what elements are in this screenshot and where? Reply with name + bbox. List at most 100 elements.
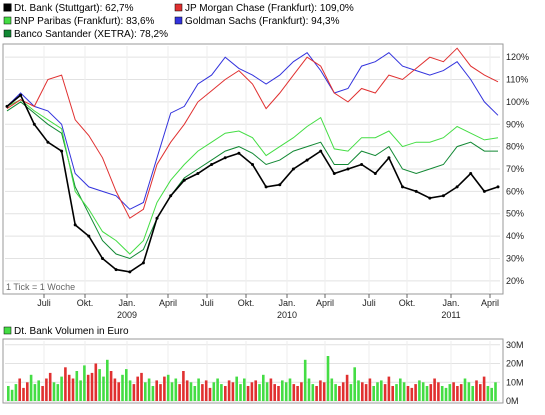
dt-bank-point [360, 163, 364, 166]
volume-bar [178, 384, 181, 401]
volume-bar [399, 378, 402, 401]
volume-bar [239, 384, 242, 401]
volume-bar [494, 382, 497, 402]
volume-bar [185, 380, 189, 401]
dt-bank-point [496, 185, 500, 189]
volume-bar [307, 378, 311, 401]
volume-bar [235, 376, 238, 401]
volume-y-tick-label: 20M [506, 359, 524, 369]
volume-bar [33, 384, 37, 401]
y-tick-label: 40% [506, 231, 524, 241]
dt-bank-point [319, 149, 323, 153]
volume-bar [410, 387, 414, 401]
volume-bar [37, 380, 40, 401]
dt-bank-point [210, 163, 214, 166]
volume-bar [368, 378, 372, 401]
volume-bar [60, 376, 63, 401]
x-tick-label: April [316, 298, 334, 308]
volume-bar [109, 371, 113, 401]
volume-bar [448, 384, 452, 401]
legend-label-goldman: Goldman Sachs (Frankfurt): 94,3% [185, 16, 340, 27]
volume-bar [7, 386, 10, 401]
x-tick-label: April [481, 298, 499, 308]
dt-bank-point [332, 172, 336, 175]
volume-bar [425, 386, 429, 401]
volume-bar [52, 382, 56, 402]
volume-bar [212, 382, 216, 402]
volume-bar [220, 384, 223, 401]
dt-bank-point [114, 268, 118, 272]
volume-y-axis: 30M 20M 10M 0M [506, 340, 524, 406]
volume-bar [372, 386, 375, 401]
x-tick-label: Juli [37, 298, 51, 308]
volume-bar [48, 372, 52, 401]
series-line-banco-santander [6, 101, 498, 260]
volume-bar [18, 378, 21, 401]
volume-bar [334, 384, 337, 401]
volume-bar [406, 386, 410, 401]
dt-bank-point [155, 216, 159, 220]
volume-bar [414, 384, 417, 401]
volume-bar [330, 378, 334, 401]
x-tick-label: Okt. [77, 298, 94, 308]
dt-bank-point [182, 178, 186, 182]
volume-bar [102, 376, 105, 401]
legend-label-jp-morgan: JP Morgan Chase (Frankfurt): 109,0% [185, 3, 354, 14]
volume-bar [341, 382, 345, 402]
volume-bar [117, 382, 120, 402]
volume-bar [429, 384, 433, 401]
tick-note: 1 Tick = 1 Woche [6, 282, 75, 292]
volume-bar [67, 374, 71, 402]
volume-bar [174, 378, 178, 401]
volume-bar [387, 376, 391, 401]
dt-bank-point [128, 270, 132, 274]
dt-bank-point [455, 185, 459, 189]
x-tick-label: Jan. [118, 298, 135, 308]
dt-bank-point [237, 151, 241, 155]
dt-bank-point [278, 183, 282, 187]
volume-bar [269, 378, 273, 401]
y-tick-label: 60% [506, 186, 524, 196]
legend-label-dt-bank: Dt. Bank (Stuttgart): 62,7% [14, 3, 134, 14]
volume-bar [144, 382, 147, 402]
y-tick-label: 80% [506, 142, 524, 152]
volume-bar [45, 378, 48, 401]
dt-bank-point [264, 185, 268, 189]
dt-bank-point [169, 194, 173, 198]
volume-bar [452, 382, 455, 402]
volume-bar [444, 387, 448, 401]
volume-bar [459, 384, 463, 401]
volume-bar [98, 369, 101, 401]
dt-bank-point [32, 122, 36, 126]
volume-bar [189, 382, 193, 402]
volume-bar [357, 380, 360, 401]
volume-bar [159, 384, 162, 401]
x-tick-label: Jan. [442, 298, 459, 308]
volume-bar [193, 386, 197, 401]
year-label: 2010 [277, 310, 297, 320]
dt-bank-point [5, 104, 9, 108]
volume-bar [56, 384, 60, 401]
volume-bar [262, 374, 265, 402]
volume-bar [86, 374, 90, 402]
volume-bar [338, 386, 341, 401]
dt-bank-point [196, 172, 200, 175]
x-tick-label: Jan. [278, 298, 295, 308]
x-tick-label: April [159, 298, 177, 308]
dt-bank-point [373, 172, 377, 175]
legend-swatch-goldman [174, 16, 183, 25]
dt-bank-point [414, 189, 418, 193]
volume-bar [277, 386, 280, 401]
volume-bar [83, 365, 86, 401]
volume-bar [14, 384, 18, 401]
volume-bar [265, 382, 269, 402]
series-line-bnp-paribas [6, 99, 499, 255]
volume-bar [75, 371, 79, 401]
volume-bar [288, 378, 292, 401]
volume-bar [182, 371, 185, 401]
volume-bar [166, 374, 170, 402]
volume-bar [106, 359, 109, 402]
volume-bar [322, 382, 326, 402]
